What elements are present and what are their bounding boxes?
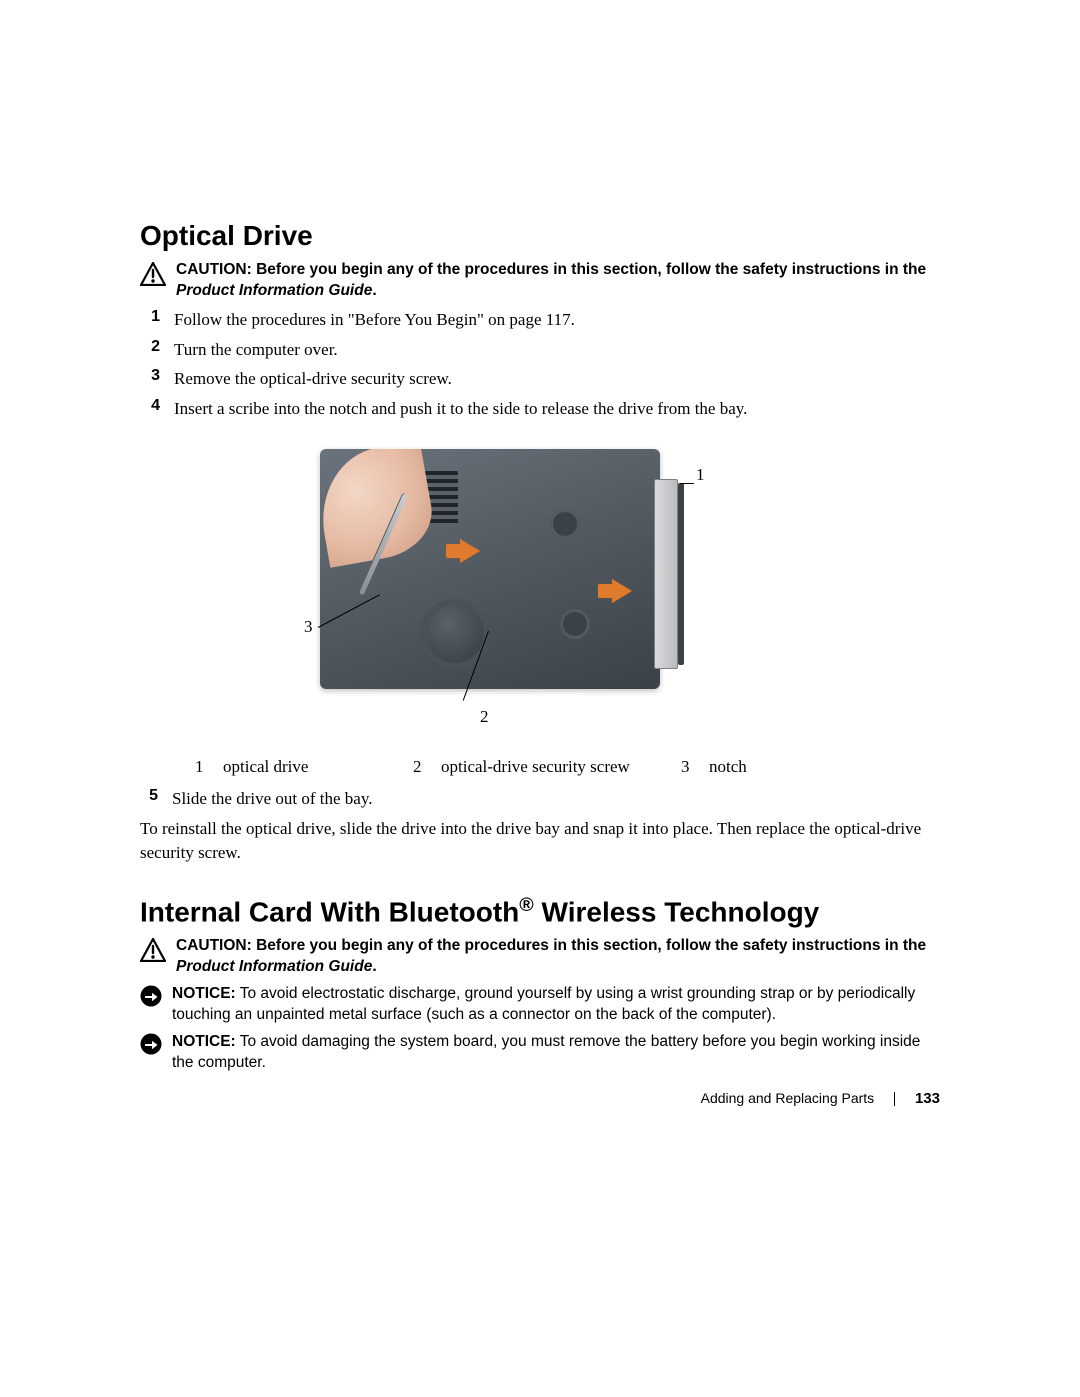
step-text: Follow the procedures in "Before You Beg…	[174, 308, 575, 332]
step-text: Slide the drive out of the bay.	[172, 787, 373, 811]
notice-text-1: NOTICE: To avoid electrostatic discharge…	[172, 984, 940, 1026]
legend-num: 3	[681, 757, 695, 777]
step-text: Remove the optical-drive security screw.	[174, 367, 452, 391]
registered-mark: ®	[519, 894, 533, 916]
callout-1: 1	[696, 465, 705, 485]
step-number: 3	[142, 367, 160, 391]
callout-2: 2	[480, 707, 489, 727]
notice-body: To avoid damaging the system board, you …	[172, 1033, 920, 1071]
caution-triangle-icon	[140, 262, 166, 286]
figure-optical-drive: 1 3 2	[140, 439, 940, 739]
page-content: Optical Drive CAUTION: Before you begin …	[140, 220, 940, 1080]
step-3: 3 Remove the optical-drive security scre…	[142, 367, 940, 391]
optical-drive-side	[654, 479, 678, 669]
notice-label: NOTICE:	[172, 985, 236, 1002]
caution-triangle-icon	[140, 938, 166, 962]
legend-text: optical drive	[223, 757, 308, 777]
footer-page-number: 133	[915, 1090, 940, 1107]
step-1: 1 Follow the procedures in "Before You B…	[142, 308, 940, 332]
step-text: Insert a scribe into the notch and push …	[174, 397, 747, 421]
step-text: Turn the computer over.	[174, 338, 338, 362]
heading-bluetooth-card: Internal Card With Bluetooth® Wireless T…	[140, 894, 940, 928]
step-number: 1	[142, 308, 160, 332]
legend-text: optical-drive security screw	[441, 757, 630, 777]
legend-text: notch	[709, 757, 747, 777]
laptop-underside-illustration	[320, 449, 660, 689]
arrow-icon	[612, 579, 632, 603]
step-4: 4 Insert a scribe into the notch and pus…	[142, 397, 940, 421]
caution-block-1: CAUTION: Before you begin any of the pro…	[140, 260, 940, 302]
heading-part-b: Wireless Technology	[534, 896, 820, 927]
caution-body: Before you begin any of the procedures i…	[252, 261, 926, 278]
step-5: 5 Slide the drive out of the bay.	[140, 787, 940, 811]
legend-item-2: 2 optical-drive security screw	[413, 757, 663, 777]
caution-text-2: CAUTION: Before you begin any of the pro…	[176, 936, 940, 978]
legend-num: 1	[195, 757, 209, 777]
legend-item-1: 1 optical drive	[195, 757, 395, 777]
caution-block-2: CAUTION: Before you begin any of the pro…	[140, 936, 940, 978]
caution-text-1: CAUTION: Before you begin any of the pro…	[176, 260, 940, 302]
caution-tail: .	[372, 958, 376, 975]
figure-legend: 1 optical drive 2 optical-drive security…	[195, 757, 940, 777]
notice-label: NOTICE:	[172, 1033, 236, 1050]
step-number: 2	[142, 338, 160, 362]
step-number: 5	[140, 787, 158, 811]
callout-3: 3	[304, 617, 313, 637]
heading-optical-drive: Optical Drive	[140, 220, 940, 252]
legend-item-3: 3 notch	[681, 757, 747, 777]
caution-tail: .	[372, 282, 376, 299]
caution-body: Before you begin any of the procedures i…	[252, 937, 926, 954]
step-2: 2 Turn the computer over.	[142, 338, 940, 362]
notice-circle-arrow-icon	[140, 1033, 162, 1055]
steps-list: 1 Follow the procedures in "Before You B…	[142, 308, 940, 421]
legend-num: 2	[413, 757, 427, 777]
reinstall-paragraph: To reinstall the optical drive, slide th…	[140, 817, 940, 866]
page-footer: Adding and Replacing Parts 133	[140, 1090, 940, 1107]
notice-body: To avoid electrostatic discharge, ground…	[172, 985, 915, 1023]
notice-block-2: NOTICE: To avoid damaging the system boa…	[140, 1032, 940, 1074]
notice-circle-arrow-icon	[140, 985, 162, 1007]
caution-doc-name: Product Information Guide	[176, 282, 372, 299]
caution-label: CAUTION:	[176, 261, 252, 278]
caution-doc-name: Product Information Guide	[176, 958, 372, 975]
heading-part-a: Internal Card With Bluetooth	[140, 896, 519, 927]
notice-block-1: NOTICE: To avoid electrostatic discharge…	[140, 984, 940, 1026]
step-number: 4	[142, 397, 160, 421]
footer-chapter: Adding and Replacing Parts	[701, 1090, 875, 1106]
footer-separator	[894, 1092, 895, 1106]
caution-label: CAUTION:	[176, 937, 252, 954]
notice-text-2: NOTICE: To avoid damaging the system boa…	[172, 1032, 940, 1074]
